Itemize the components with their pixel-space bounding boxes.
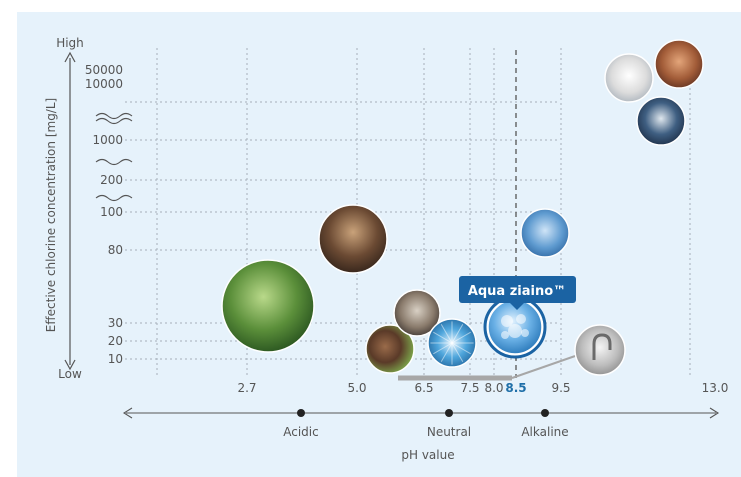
y-axis-arrow-up-icon xyxy=(64,51,76,63)
axis-break-icon xyxy=(95,112,133,120)
photo-circle xyxy=(604,53,654,103)
x-tick-label: 9.5 xyxy=(551,381,570,395)
ph-scale-point xyxy=(297,409,305,417)
ph-scale-label: Neutral xyxy=(427,425,471,439)
axis-break-icon xyxy=(95,158,133,166)
y-tick-label: 30 xyxy=(108,316,123,330)
spray-ray-shape xyxy=(451,342,464,362)
y-tick-label: 1000 xyxy=(92,133,123,147)
aqua-ziaino-callout: Aqua ziaino™ xyxy=(459,276,576,310)
y-tick-label: 50000 xyxy=(85,63,123,77)
y-tick-label: 80 xyxy=(108,243,123,257)
ph-scale-label: Acidic xyxy=(283,425,318,439)
x-tick-label: 5.0 xyxy=(347,381,366,395)
y-tick-label: 10000 xyxy=(85,77,123,91)
spray-ray-shape xyxy=(440,324,453,344)
x-tick-labels: 2.7 5.0 6.5 7.5 8.0 8.5 9.5 13.0 xyxy=(237,381,728,395)
photo-circle xyxy=(318,204,388,274)
ph-scale-label: Alkaline xyxy=(521,425,568,439)
y-axis-low-label: Low xyxy=(58,367,82,381)
hands-washing-photo xyxy=(318,204,388,274)
y-axis-title: Effective chlorine concentration [mg/L] xyxy=(44,98,58,332)
bubble-shape xyxy=(508,324,522,338)
x-tick-label: 8.5 xyxy=(505,381,526,395)
ph-scale-arrow-right-icon xyxy=(709,407,720,419)
y-tick-label: 100 xyxy=(100,205,123,219)
horse-photo xyxy=(365,324,415,374)
x-tick-label: 6.5 xyxy=(414,381,433,395)
water-spray-photo xyxy=(427,318,477,368)
photo-circle xyxy=(520,208,570,258)
ph-scale-axis: Acidic Neutral Alkaline xyxy=(122,407,720,439)
spray-ray-shape xyxy=(440,342,453,362)
y-axis-arrow-down-icon xyxy=(64,359,76,371)
ph-scale-point xyxy=(445,409,453,417)
medical-staff-photo xyxy=(636,96,686,146)
photo-circle xyxy=(574,324,626,376)
x-tick-label: 13.0 xyxy=(702,381,729,395)
spray-ray-shape xyxy=(451,342,471,355)
plants-spray-photo xyxy=(221,259,315,353)
spray-ray-shape xyxy=(433,342,453,355)
spray-ray-shape xyxy=(451,331,471,344)
x-tick-label: 7.5 xyxy=(460,381,479,395)
y-tick-label: 10 xyxy=(108,352,123,366)
ph-scale-arrow-left-icon xyxy=(122,407,133,419)
faucet-photo xyxy=(574,324,626,376)
spray-ray-shape xyxy=(451,324,464,344)
spray-ray-shape xyxy=(433,331,453,344)
lab-gloves-photo xyxy=(520,208,570,258)
photo-circle xyxy=(654,39,704,89)
photo-circle xyxy=(221,259,315,353)
x-axis-title: pH value xyxy=(401,448,454,462)
y-tick-label: 20 xyxy=(108,334,123,348)
callout-box xyxy=(459,276,576,303)
y-axis-high-label: High xyxy=(56,36,84,50)
ph-scale-point xyxy=(541,409,549,417)
photo-circle xyxy=(393,289,441,337)
bubble-shape xyxy=(521,329,529,337)
photo-circle xyxy=(365,324,415,374)
x-tick-label: 8.0 xyxy=(484,381,503,395)
bubble-shape xyxy=(501,315,513,327)
faucet-icon xyxy=(592,333,612,360)
callout-pointer xyxy=(510,303,524,310)
faucet-pointer-line xyxy=(511,354,579,379)
x-tick-label: 2.7 xyxy=(237,381,256,395)
dog-photo xyxy=(654,39,704,89)
laundry-photo xyxy=(604,53,654,103)
y-tick-label: 200 xyxy=(100,173,123,187)
callout-label: Aqua ziaino™ xyxy=(468,284,566,299)
bubble-shape xyxy=(516,314,526,324)
axes xyxy=(64,51,133,371)
axis-break-icon xyxy=(95,117,133,125)
photo-points xyxy=(221,39,704,381)
photo-circle xyxy=(636,96,686,146)
axis-break-icon xyxy=(95,194,133,202)
bubble-shape xyxy=(501,331,509,339)
sink-cleaning-photo xyxy=(393,289,441,337)
